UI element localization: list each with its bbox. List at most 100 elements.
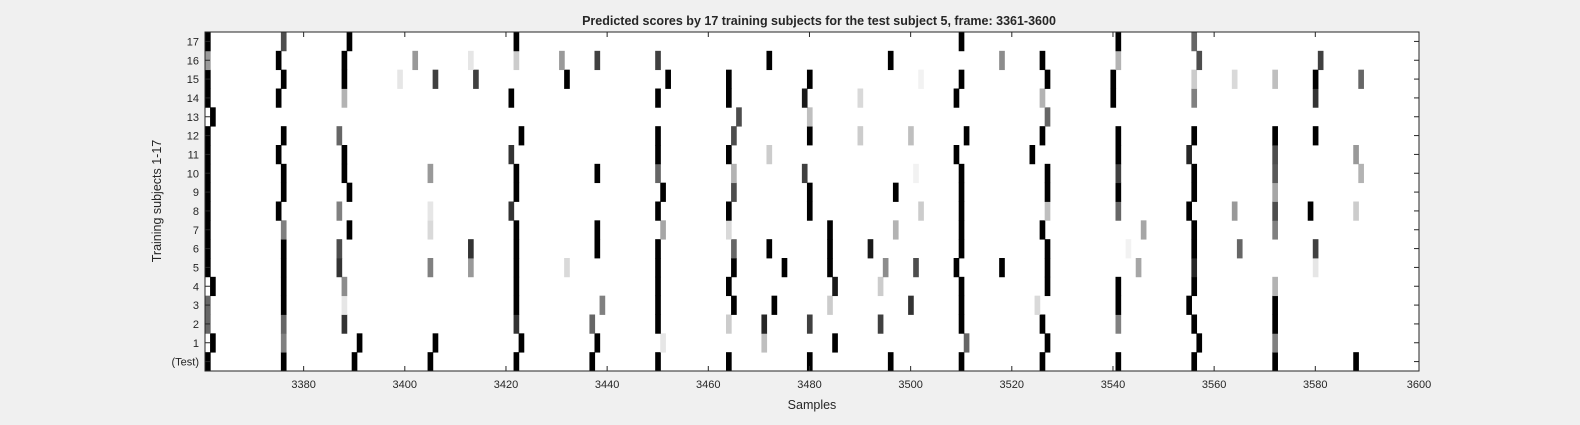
heatmap-cell xyxy=(655,145,661,165)
heatmap-cell xyxy=(1044,69,1051,89)
heatmap-cell xyxy=(1044,163,1051,184)
heatmap-cell xyxy=(726,352,732,372)
heatmap-cell xyxy=(1191,88,1198,108)
heatmap-cell xyxy=(589,314,596,334)
heatmap-cell xyxy=(1312,126,1319,146)
heatmap-cell xyxy=(999,50,1005,71)
heatmap-cell xyxy=(1312,88,1319,108)
heatmap-cell xyxy=(594,50,601,71)
heatmap-cell xyxy=(832,276,838,297)
heatmap-cell xyxy=(806,107,813,127)
heatmap-cell xyxy=(731,163,737,184)
x-tick-label: 3420 xyxy=(494,379,518,391)
x-tick-label: 3480 xyxy=(797,379,821,391)
heatmap-cell xyxy=(1272,352,1278,372)
chart-title: Predicted scores by 17 training subjects… xyxy=(582,14,1056,28)
heatmap-cell xyxy=(726,69,732,89)
heatmap-cell xyxy=(1140,220,1147,240)
heatmap-cell xyxy=(655,239,661,259)
heatmap-cell xyxy=(806,69,813,89)
heatmap-cell xyxy=(726,220,732,240)
heatmap-cell xyxy=(594,163,601,184)
heatmap-cell xyxy=(513,163,520,184)
heatmap-cell xyxy=(1272,163,1278,184)
heatmap-cell xyxy=(892,182,899,202)
x-tick-label: 3380 xyxy=(291,379,315,391)
heatmap-cell xyxy=(1186,145,1192,165)
y-tick-label: 12 xyxy=(187,131,199,143)
heatmap-cell xyxy=(1353,201,1359,221)
heatmap-cell xyxy=(963,333,970,353)
heatmap-cell xyxy=(660,182,666,202)
heatmap-cell xyxy=(655,163,661,184)
y-tick-label: (Test) xyxy=(172,357,200,369)
heatmap-cell xyxy=(1231,201,1238,221)
y-tick-label: 10 xyxy=(187,168,199,180)
heatmap-cell xyxy=(427,258,434,278)
heatmap-cell xyxy=(513,239,520,259)
heatmap-cell xyxy=(210,333,216,353)
heatmap-cell xyxy=(887,352,894,372)
heatmap-cell xyxy=(397,69,403,89)
heatmap-cell xyxy=(1353,145,1359,165)
heatmap-cell xyxy=(356,333,363,353)
heatmap-cell xyxy=(999,258,1005,278)
heatmap-cell xyxy=(341,50,348,71)
heatmap-cell xyxy=(958,295,965,315)
heatmap-cell xyxy=(1044,107,1051,127)
heatmap-cell xyxy=(958,314,965,334)
heatmap-cell xyxy=(1312,69,1319,89)
heatmap-cell xyxy=(1191,126,1198,146)
heatmap-cell xyxy=(1110,88,1117,108)
x-tick-label: 3540 xyxy=(1101,379,1125,391)
heatmap-cell xyxy=(1029,145,1036,165)
heatmap-cell xyxy=(1039,314,1046,334)
heatmap-cell xyxy=(1039,50,1046,71)
heatmap-cell xyxy=(1115,126,1122,146)
heatmap-cell xyxy=(1312,239,1319,259)
heatmap-cell xyxy=(908,295,914,315)
heatmap-cell xyxy=(918,69,924,89)
y-axis-label: Training subjects 1-17 xyxy=(150,140,164,263)
heatmap-cell xyxy=(280,182,287,202)
x-axis-label: Samples xyxy=(788,398,837,412)
heatmap-cell xyxy=(827,295,833,315)
heatmap-cell xyxy=(341,88,348,108)
heatmap-cell xyxy=(1272,182,1278,202)
heatmap-cell xyxy=(1115,201,1122,221)
heatmap-cell xyxy=(280,276,287,297)
heatmap-cell xyxy=(468,50,474,71)
heatmap-cell xyxy=(958,239,965,259)
heatmap-cell xyxy=(731,258,737,278)
heatmap-cell xyxy=(275,201,282,221)
heatmap-cell xyxy=(827,239,833,259)
heatmap-cell xyxy=(958,32,965,52)
plot-frame xyxy=(204,31,1420,372)
heatmap-cell xyxy=(806,126,813,146)
heatmap-cell xyxy=(832,333,838,353)
heatmap-cell xyxy=(336,126,343,146)
heatmap-cell xyxy=(346,182,353,202)
heatmap-cell xyxy=(1272,276,1278,297)
heatmap-cell xyxy=(564,258,570,278)
y-tick-label: 11 xyxy=(188,149,199,161)
heatmap-cell xyxy=(1191,32,1198,52)
heatmap-cell xyxy=(518,126,525,146)
heatmap-cell xyxy=(1307,201,1314,221)
heatmap-cell xyxy=(1039,88,1046,108)
heatmap-cell xyxy=(280,126,287,146)
y-tick-label: 14 xyxy=(187,93,199,105)
heatmap-cell xyxy=(1186,295,1192,315)
heatmap-cell xyxy=(275,50,282,71)
heatmap-cell xyxy=(412,50,419,71)
heatmap-cell xyxy=(913,258,919,278)
heatmap-cell xyxy=(280,32,287,52)
heatmap-cell xyxy=(766,145,773,165)
heatmap-cell xyxy=(953,258,960,278)
heatmap-cell xyxy=(892,220,899,240)
heatmap-cell xyxy=(1039,126,1046,146)
y-tick-label: 6 xyxy=(193,244,199,256)
heatmap-cell xyxy=(1191,352,1198,372)
heatmap-cell xyxy=(731,239,737,259)
